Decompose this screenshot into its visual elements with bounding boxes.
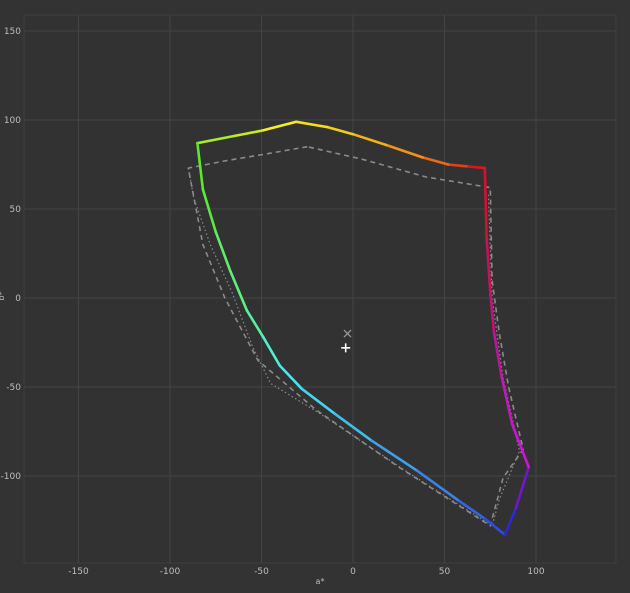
- markers: [341, 329, 352, 353]
- y-tick-label: 0: [15, 294, 21, 304]
- gamut-segment: [503, 506, 518, 537]
- white-point-x-marker: [343, 329, 352, 338]
- gamut-segment: [196, 141, 205, 191]
- gamut-segment: [261, 335, 282, 367]
- plot-area: [23, 14, 617, 564]
- gamut-segment: [499, 373, 514, 426]
- measured-gamut: [196, 120, 531, 537]
- x-tick-label: -50: [254, 567, 269, 577]
- grid-lines: [24, 15, 616, 563]
- gamut-segment: [457, 499, 487, 521]
- gamut-segment: [351, 132, 388, 147]
- x-tick-label: -100: [160, 567, 181, 577]
- x-tick-label: -150: [68, 567, 89, 577]
- y-tick-label: -50: [6, 383, 21, 393]
- gamut-segment: [483, 166, 488, 239]
- gamut-segment: [278, 364, 304, 391]
- gamut-segment: [196, 134, 236, 145]
- x-marker-stroke: [343, 329, 352, 338]
- gamut-segment: [465, 165, 487, 170]
- gamut-segment: [201, 188, 218, 234]
- y-tick-label: 50: [10, 205, 22, 215]
- gamut-segment: [260, 120, 298, 132]
- gamut-segment: [245, 309, 265, 339]
- tick-labels: -150 -100 -50 0 50 100 150 100 50 0 -50 -100: [1, 27, 545, 577]
- gamut-segment: [369, 439, 419, 473]
- gamut-segment: [326, 125, 355, 136]
- x-tick-label: 0: [350, 567, 356, 577]
- gamut-segment: [485, 236, 492, 295]
- x-axis-title: a*: [316, 577, 325, 586]
- gamut-segment: [421, 156, 450, 166]
- gamut-segment: [514, 465, 531, 510]
- gamut-segment: [488, 291, 496, 334]
- y-tick-label: -100: [1, 472, 22, 482]
- gamut-segment: [300, 387, 337, 416]
- x-tick-label: 100: [527, 567, 544, 577]
- gamut-segment: [483, 517, 507, 537]
- y-axis-title: b*: [0, 291, 6, 300]
- gamut-segment: [333, 412, 373, 442]
- gamut-segment: [415, 469, 461, 503]
- gamut-segment: [229, 269, 249, 312]
- y-tick-label: 100: [4, 116, 21, 126]
- y-tick-label: 150: [4, 27, 21, 37]
- gamut-segment: [214, 230, 232, 273]
- gamut-segment: [446, 163, 468, 168]
- gamut-segment: [492, 330, 503, 376]
- white-point-plus-marker: [341, 343, 351, 353]
- gamut-segment: [232, 129, 263, 138]
- gamut-segment: [510, 423, 531, 469]
- x-tick-label: 50: [439, 567, 451, 577]
- gamut-segment: [384, 143, 424, 159]
- gamut-segment: [294, 120, 329, 129]
